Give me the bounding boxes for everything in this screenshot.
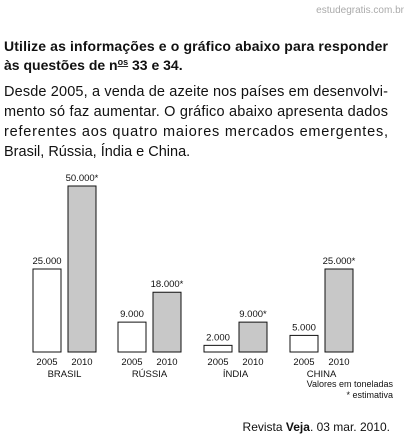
heading-text: 33 e 34. <box>128 57 183 73</box>
value-label: 25.000* <box>323 256 356 267</box>
bar <box>203 344 233 353</box>
category-label: RÚSSIA <box>132 369 168 380</box>
heading-sup: os <box>118 57 129 67</box>
year-label: 2005 <box>36 357 57 368</box>
source-text: . 03 mar. 2010. <box>310 420 390 434</box>
year-label: 2005 <box>121 357 142 368</box>
year-label: 2010 <box>328 357 349 368</box>
heading-line: às questões de nos 33 e 34. <box>4 57 183 73</box>
heading-line: Utilize as informações e o gráfico abaix… <box>4 38 389 54</box>
chart-note: Valores em toneladas <box>307 379 394 389</box>
year-label: 2005 <box>293 357 314 368</box>
chart-note: * estimativa <box>346 390 393 400</box>
value-label: 18.000* <box>151 279 184 290</box>
value-label: 2.000 <box>206 332 230 343</box>
year-label: 2010 <box>156 357 177 368</box>
bar <box>32 268 62 353</box>
year-label: 2010 <box>242 357 263 368</box>
bar <box>67 185 97 353</box>
year-label: 2005 <box>207 357 228 368</box>
category-label: BRASIL <box>48 369 82 380</box>
value-label: 5.000 <box>292 322 316 333</box>
paragraph-line: mento só faz aumentar. O gráfico abaixo … <box>4 104 388 120</box>
value-label: 9.000 <box>120 309 144 320</box>
bar <box>289 334 319 353</box>
bar <box>152 291 182 353</box>
paragraph-line: Brasil, Rússia, Índia e China. <box>4 143 190 160</box>
category-label: ÍNDIA <box>223 369 249 380</box>
value-label: 25.000 <box>32 256 61 267</box>
value-label: 9.000* <box>239 309 267 320</box>
value-label: 50.000* <box>66 173 99 184</box>
source: Revista Veja. 03 mar. 2010. <box>243 420 390 434</box>
category-label: CHINA <box>307 369 337 380</box>
heading-text: às questões de n <box>4 57 118 73</box>
bar <box>238 321 268 353</box>
chart: 25.000200550.000*2010BRASIL9.000200518.0… <box>32 173 393 400</box>
source-name: Veja <box>286 420 310 434</box>
year-label: 2010 <box>71 357 92 368</box>
bar <box>324 268 354 353</box>
watermark: estudegratis.com.br <box>316 5 404 16</box>
paragraph-line: referentes aos quatro maiores mercados e… <box>4 124 388 140</box>
source-text: Revista <box>243 420 286 434</box>
paragraph-line: Desde 2005, a venda de azeite nos países… <box>4 84 388 100</box>
bar <box>117 321 147 353</box>
